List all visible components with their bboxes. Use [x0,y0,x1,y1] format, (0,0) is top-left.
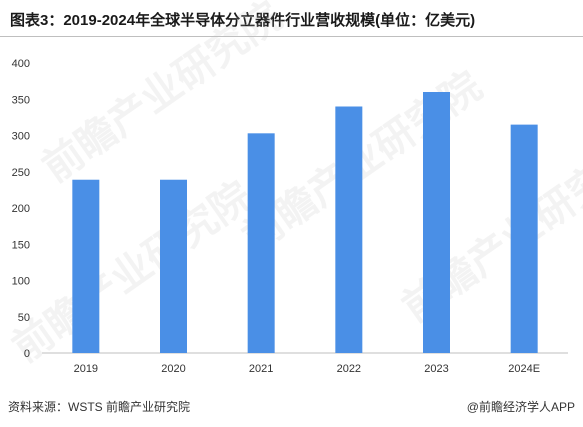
x-tick-label: 2024E [508,363,540,375]
bar-chart: 0 50 100 150 200 250 300 350 400 2019 2020 2021 2022… [12,58,568,375]
x-tick-label: 2022 [337,363,361,375]
bar-2024E [510,124,538,353]
y-tick-label: 0 [24,348,30,360]
x-tick-label: 2019 [74,363,98,375]
y-tick-label: 200 [12,203,30,215]
bar-2023 [423,92,450,353]
y-tick-label: 100 [12,276,30,288]
y-tick-label: 150 [12,239,30,251]
y-tick-label: 400 [12,58,30,70]
y-tick-label: 50 [18,312,30,324]
bar-2019 [72,179,100,353]
y-tick-label: 300 [12,131,30,143]
bar-2021 [247,133,275,353]
credit-note: @前瞻经济学人APP [466,400,575,414]
bar-2022 [335,106,363,353]
y-tick-label: 250 [12,167,30,179]
bar-2020 [160,179,187,353]
chart-title: 图表3：2019-2024年全球半导体分立器件行业营收规模(单位：亿美元) [10,12,476,29]
source-note: 资料来源：WSTS 前瞻产业研究院 [8,400,190,414]
x-tick-label: 2021 [249,363,273,375]
y-tick-label: 350 [12,94,30,106]
x-tick-label: 2020 [161,363,185,375]
x-tick-label: 2023 [424,363,448,375]
title-divider [0,36,583,37]
